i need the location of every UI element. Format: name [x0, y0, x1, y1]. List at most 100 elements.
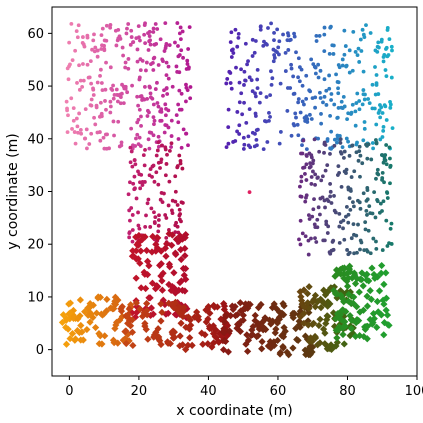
data-point [322, 32, 327, 37]
data-point [69, 22, 74, 26]
data-point [155, 101, 160, 105]
data-point [267, 118, 271, 123]
data-point [108, 110, 113, 115]
data-point [300, 319, 308, 327]
data-point [355, 317, 363, 325]
data-point [153, 215, 158, 219]
data-point [353, 303, 361, 311]
data-point [114, 87, 119, 92]
data-point [289, 133, 294, 138]
data-point [248, 326, 256, 334]
data-point [330, 283, 338, 291]
data-point [84, 311, 92, 319]
data-point [111, 297, 119, 305]
data-point [317, 149, 322, 154]
data-point [308, 320, 316, 328]
data-point [300, 143, 304, 148]
data-point [382, 306, 390, 314]
data-point [176, 304, 184, 312]
data-point [324, 312, 332, 321]
data-point [374, 176, 378, 181]
data-point [314, 33, 319, 38]
data-point [129, 28, 134, 33]
data-point [337, 65, 342, 70]
data-point [323, 205, 327, 210]
data-point [357, 99, 362, 103]
data-point [173, 40, 177, 45]
data-point [322, 150, 326, 155]
data-point [149, 232, 157, 241]
data-point [296, 323, 304, 331]
data-point [149, 206, 154, 211]
data-point [360, 161, 365, 166]
data-point [308, 164, 313, 169]
data-point [384, 118, 389, 122]
data-point [346, 139, 350, 144]
data-point [158, 166, 162, 170]
data-point [211, 332, 219, 341]
data-point [344, 167, 349, 172]
data-point [156, 144, 161, 149]
data-point [283, 50, 288, 55]
data-point [345, 248, 349, 252]
data-point [145, 114, 150, 118]
data-point [129, 35, 134, 39]
data-point [304, 153, 309, 157]
data-point [261, 43, 266, 48]
data-point [177, 207, 182, 212]
data-point [352, 251, 356, 256]
data-point [328, 182, 333, 186]
data-point [373, 65, 377, 69]
data-point [117, 307, 126, 315]
data-point [253, 111, 258, 116]
data-point [253, 39, 258, 43]
data-point [89, 81, 94, 86]
data-point [126, 22, 131, 26]
data-point [366, 97, 371, 101]
data-point [388, 102, 393, 107]
data-point [199, 340, 207, 348]
data-point [331, 52, 336, 56]
data-point [296, 307, 304, 315]
data-point [264, 342, 272, 350]
data-point [103, 99, 107, 103]
data-point [305, 304, 313, 313]
data-point [272, 55, 277, 60]
data-point [161, 93, 165, 98]
data-point [188, 96, 193, 101]
data-point [254, 304, 263, 312]
data-point [86, 300, 94, 308]
data-point [153, 282, 161, 290]
data-point [346, 220, 351, 225]
data-point [157, 213, 161, 218]
data-point [136, 24, 141, 29]
data-point [375, 167, 380, 172]
data-point [349, 236, 354, 241]
data-point [155, 148, 160, 153]
data-point [297, 65, 302, 69]
data-point [128, 328, 136, 336]
data-point [76, 312, 84, 320]
data-point [303, 234, 308, 239]
data-point [336, 164, 341, 169]
data-point [302, 350, 310, 359]
data-point [181, 127, 186, 132]
data-point [218, 333, 226, 341]
data-point [347, 250, 352, 255]
data-point [368, 264, 376, 272]
data-point [128, 252, 137, 260]
data-point [384, 143, 389, 147]
data-point [128, 160, 133, 165]
data-point [169, 141, 174, 146]
data-point [247, 107, 252, 112]
data-point [283, 69, 288, 73]
data-point [309, 175, 314, 179]
data-point [371, 146, 375, 151]
data-point [113, 28, 118, 33]
data-point [104, 60, 108, 65]
data-point [351, 332, 360, 340]
data-point [95, 54, 100, 59]
data-point [162, 49, 167, 53]
data-point [317, 90, 322, 95]
data-point [299, 179, 304, 184]
